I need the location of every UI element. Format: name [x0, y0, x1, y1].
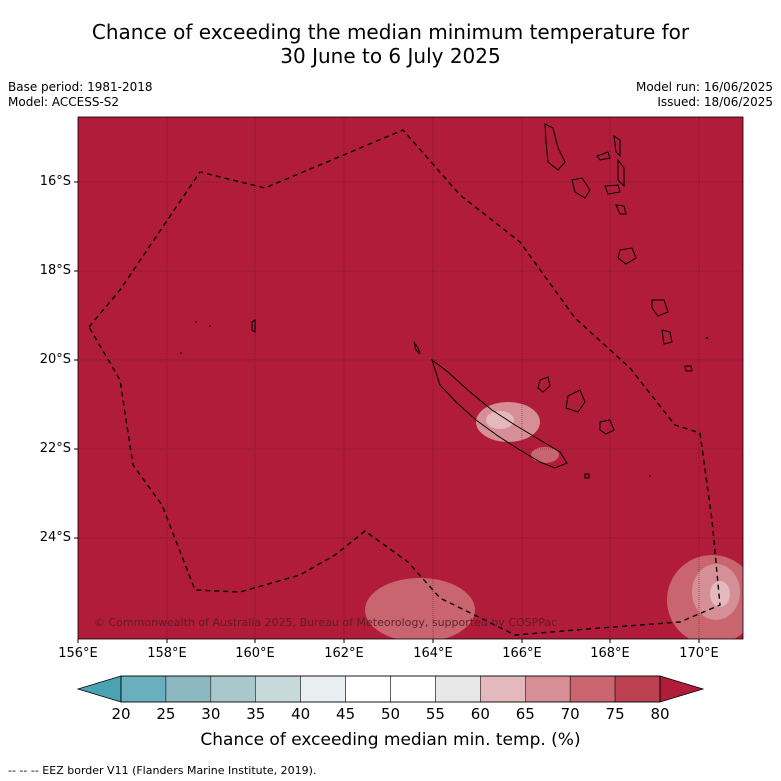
colorbar-segment [120, 675, 167, 703]
belep-island [413, 341, 421, 355]
reef-dot [195, 321, 197, 323]
reef-dot [209, 325, 211, 327]
colorbar-segment [210, 675, 256, 703]
espiritu-santo-island [544, 123, 566, 171]
colorbar-tick-label: 40 [291, 705, 311, 723]
efate-island [617, 247, 637, 265]
axis-ticks [74, 181, 700, 643]
tanna-island [661, 329, 673, 345]
epi-island [615, 204, 627, 215]
colorbar-tick-label: 35 [246, 705, 266, 723]
reef-dot [706, 337, 708, 339]
footer-note: -- -- -- EEZ border V11 (Flanders Marine… [8, 764, 317, 777]
probability-patch-se-core [710, 581, 730, 607]
colorbar-tick-label: 55 [425, 705, 445, 723]
colorbar-segment [525, 675, 571, 703]
colorbar-tick-label: 70 [560, 705, 580, 723]
meta-right: Model run: 16/06/2025 Issued: 18/06/2025 [636, 80, 773, 110]
mare-island [599, 419, 615, 435]
chesterfield-reef [251, 319, 256, 333]
colorbar-segment [480, 675, 526, 703]
map-frame [77, 116, 744, 640]
colorbar-tick-label: 45 [336, 705, 356, 723]
reef-dot [180, 352, 182, 354]
new-caledonia-island [431, 358, 568, 469]
colorbar [76, 675, 705, 703]
reef-dot [649, 475, 651, 477]
maewo-island [613, 134, 621, 158]
colorbar-tick-label: 25 [156, 705, 176, 723]
colorbar-segment [390, 675, 436, 703]
lat-label-16s: 16°S [39, 174, 71, 189]
colorbar-segment [569, 675, 616, 703]
probability-patch-caledonia-core [486, 411, 514, 429]
lon-label-156e: 156°E [58, 646, 98, 661]
colorbar-tick-label: 30 [201, 705, 221, 723]
erromango-island [651, 299, 669, 317]
ambrym-island [604, 184, 621, 195]
eez-border [88, 129, 721, 636]
lon-label-162e: 162°E [324, 646, 364, 661]
colorbar-over-arrow [659, 675, 705, 703]
colorbar-segment [614, 675, 661, 703]
base-period: Base period: 1981-2018 [8, 80, 153, 94]
model-run: Model run: 16/06/2025 [635, 80, 773, 94]
colorbar-segment [435, 675, 481, 703]
map-background [78, 117, 743, 639]
lat-label-18s: 18°S [39, 263, 71, 278]
lon-label-164e: 164°E [413, 646, 453, 661]
model-name: Model: ACCESS-S2 [8, 95, 120, 109]
map-title-line2: 30 June to 6 July 2025 [280, 44, 501, 68]
lat-label-22s: 22°S [39, 441, 71, 456]
lat-label-20s: 20°S [39, 352, 71, 367]
pentecost-island [617, 158, 625, 188]
colorbar-tick-label: 50 [380, 705, 401, 723]
colorbar-tick-label: 65 [515, 705, 535, 723]
colorbar-segment [165, 675, 212, 703]
issued-date: Issued: 18/06/2025 [657, 95, 773, 109]
probability-patch-caledonia-south [531, 447, 559, 463]
meta-left: Base period: 1981-2018 Model: ACCESS-S2 [8, 80, 153, 110]
ambae-island [596, 151, 611, 161]
colorbar-under-arrow [76, 675, 122, 703]
colorbar-tick-label: 20 [111, 705, 131, 723]
gridlines [78, 117, 743, 639]
ouvea-island [537, 376, 551, 393]
lon-label-168e: 168°E [590, 646, 630, 661]
colorbar-tick-label: 60 [470, 705, 490, 723]
map-title-line1: Chance of exceeding the median minimum t… [91, 20, 690, 44]
lat-label-24s: 24°S [39, 530, 71, 545]
colorbar-segment [345, 675, 391, 703]
colorbar-tick-label: 75 [605, 705, 625, 723]
lon-label-158e: 158°E [147, 646, 187, 661]
colorbar-segment [255, 675, 301, 703]
walpole-island [584, 473, 590, 479]
lon-label-170e: 170°E [679, 646, 719, 661]
copyright-text: © Commonwealth of Australia 2025, Bureau… [94, 616, 557, 629]
aneityum-island [684, 365, 693, 372]
probability-patch-south [365, 578, 475, 639]
lifou-island [565, 389, 586, 413]
colorbar-tick-label: 80 [650, 705, 670, 723]
colorbar-segment [300, 675, 346, 703]
colorbar-label: Chance of exceeding median min. temp. (%… [200, 730, 581, 750]
lon-label-166e: 166°E [502, 646, 542, 661]
malakula-island [571, 177, 591, 199]
colorbar-frame [120, 675, 661, 703]
lon-label-160e: 160°E [235, 646, 275, 661]
